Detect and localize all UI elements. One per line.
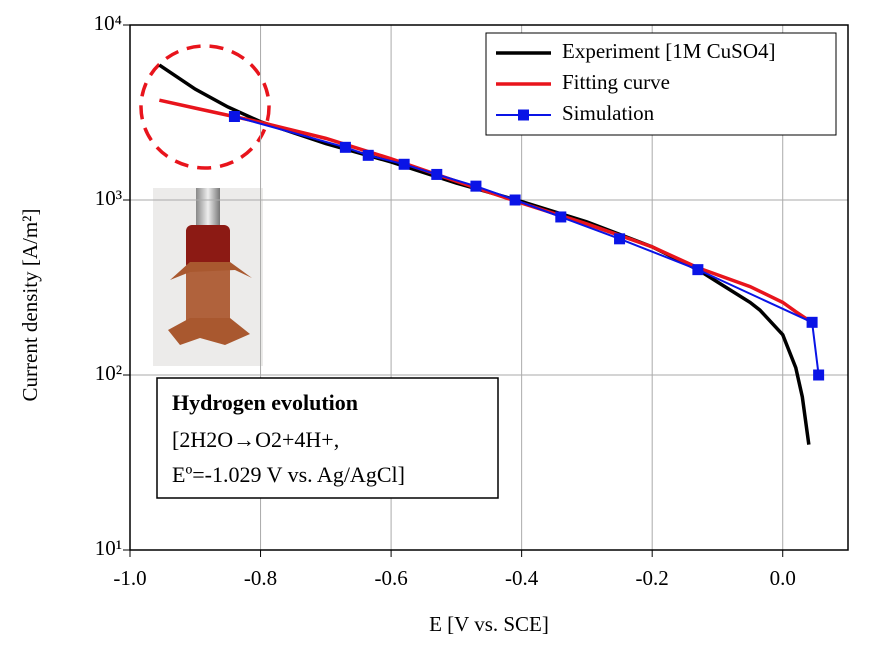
y-tick-label: 10³ (95, 186, 122, 210)
marker (509, 194, 521, 206)
annotation-line: [2H2O→O2+4H+, (172, 427, 339, 452)
y-tick-label: 10² (95, 361, 122, 385)
y-tick-label: 10¹ (95, 536, 122, 560)
x-tick-label: 0.0 (770, 566, 796, 590)
marker (431, 168, 443, 180)
y-tick-label: 10⁴ (94, 11, 122, 35)
marker (813, 369, 825, 381)
annotation-box: Hydrogen evolution [2H2O→O2+4H+, Eº=-1.0… (156, 377, 499, 499)
series-line (234, 115, 820, 376)
legend-label: Experiment [1M CuSO4] (562, 39, 775, 63)
x-tick-label: -0.4 (505, 566, 539, 590)
legend-label: Fitting curve (562, 70, 670, 94)
marker (692, 264, 704, 276)
marker (806, 316, 818, 328)
marker (228, 111, 240, 123)
y-axis-label: Current density [A/m²] (18, 209, 42, 402)
x-tick-label: -0.2 (636, 566, 669, 590)
plot-frame (129, 24, 849, 551)
x-tick-label: -0.6 (374, 566, 407, 590)
marker (339, 141, 351, 153)
annotation-title: Hydrogen evolution (172, 390, 358, 415)
marker (470, 180, 482, 192)
x-tick-label: -1.0 (113, 566, 146, 590)
photo (153, 188, 263, 366)
legend-marker (518, 109, 529, 121)
marker (614, 233, 626, 245)
annotation-line: Eº=-1.029 V vs. Ag/AgCl] (172, 462, 405, 487)
marker (555, 211, 567, 223)
marker (398, 158, 410, 170)
x-axis-label: E [V vs. SCE] (429, 612, 549, 636)
highlight-circle (139, 44, 271, 170)
marker (362, 149, 374, 161)
legend-label: Simulation (562, 101, 655, 125)
x-tick-label: -0.8 (244, 566, 277, 590)
